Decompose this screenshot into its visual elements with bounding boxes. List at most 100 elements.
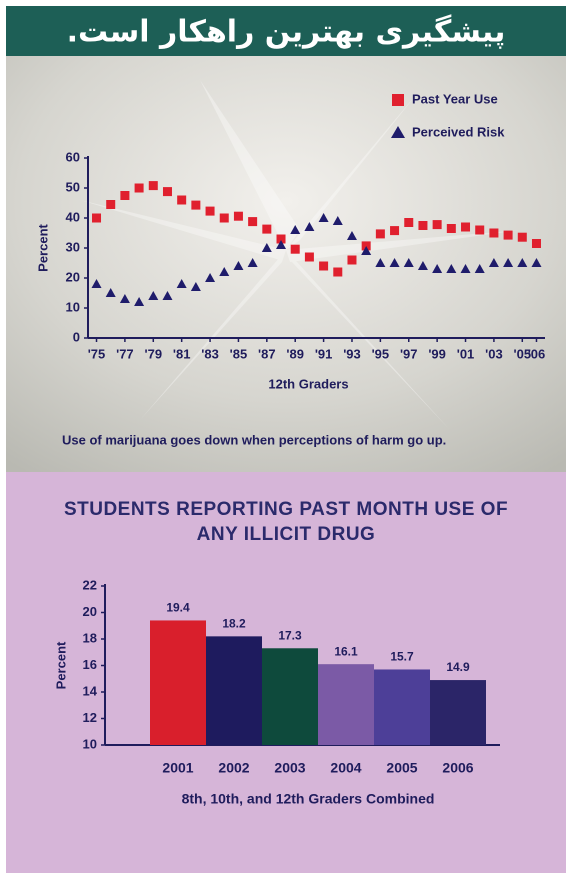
- legend-label: Past Year Use: [412, 91, 498, 106]
- square-marker: [531, 239, 541, 248]
- y-axis-label: Percent: [35, 223, 50, 271]
- square-marker: [375, 229, 385, 239]
- triangle-marker: [91, 279, 102, 288]
- y-tick-label: 10: [83, 736, 97, 751]
- square-marker: [219, 213, 229, 223]
- triangle-marker: [403, 258, 414, 267]
- triangle-marker: [134, 297, 145, 306]
- square-marker: [404, 218, 414, 227]
- value-label: 15.7: [390, 650, 414, 664]
- square-marker: [446, 224, 456, 233]
- square-marker: [304, 252, 314, 262]
- x-tick-label: '77: [116, 346, 134, 361]
- y-tick-label: 30: [66, 239, 80, 254]
- triangle-marker: [332, 216, 343, 225]
- y-tick-label: 60: [66, 149, 80, 164]
- bar: [374, 669, 430, 745]
- x-tick-label: '93: [343, 346, 361, 361]
- x-axis-label: 12th Graders: [268, 376, 348, 391]
- y-tick-label: 40: [66, 209, 80, 224]
- triangle-marker: [361, 246, 372, 255]
- triangle-marker: [460, 264, 471, 273]
- triangle-marker: [318, 213, 329, 222]
- bar-chart-title: STUDENTS REPORTING PAST MONTH USE OF ANY…: [63, 499, 509, 545]
- square-marker: [333, 267, 343, 277]
- legend-triangle: [391, 126, 405, 138]
- square-marker: [432, 220, 442, 230]
- value-label: 19.4: [166, 601, 190, 615]
- triangle-marker: [417, 261, 428, 270]
- triangle-marker: [162, 291, 173, 300]
- y-tick-label: 16: [83, 657, 97, 672]
- square-marker: [205, 206, 215, 216]
- square-marker: [162, 187, 172, 197]
- value-label: 18.2: [222, 617, 246, 631]
- x-tick-label: '87: [258, 346, 276, 361]
- legend-square: [392, 94, 404, 106]
- x-tick-label: '05: [514, 346, 532, 361]
- square-marker: [390, 226, 400, 236]
- triangle-marker: [474, 264, 485, 273]
- triangle-marker: [190, 282, 201, 291]
- x-tick-label: '75: [88, 346, 106, 361]
- triangle-marker: [375, 258, 386, 267]
- square-marker: [290, 244, 300, 254]
- bar: [206, 636, 262, 745]
- x-tick-label: 2003: [274, 760, 305, 776]
- y-tick-label: 18: [83, 630, 97, 645]
- x-tick-label: '01: [457, 346, 475, 361]
- bar: [318, 664, 374, 745]
- x-tick-label: 2005: [386, 760, 417, 776]
- value-label: 16.1: [334, 644, 358, 658]
- banner-title: پیشگیری بهترین راهکار است.: [67, 14, 506, 50]
- square-marker: [191, 200, 201, 210]
- triangle-marker: [488, 258, 499, 267]
- value-label: 14.9: [446, 660, 470, 674]
- square-marker: [106, 200, 116, 209]
- annotation: Use of marijuana goes down when percepti…: [62, 432, 446, 447]
- triangle-marker: [233, 261, 244, 270]
- triangle-marker: [247, 258, 258, 267]
- triangle-marker: [304, 222, 315, 231]
- x-tick-label: '91: [315, 346, 333, 361]
- y-axis-label: Percent: [53, 641, 68, 689]
- square-marker: [347, 255, 357, 265]
- square-marker: [319, 261, 329, 271]
- x-tick-label: '95: [372, 346, 390, 361]
- x-tick-label: 2001: [162, 760, 193, 776]
- y-tick-label: 20: [83, 604, 97, 619]
- triangle-marker: [432, 264, 443, 273]
- legend-label: Perceived Risk: [412, 124, 505, 139]
- triangle-marker: [531, 258, 542, 267]
- triangle-marker: [346, 231, 357, 240]
- triangle-marker: [276, 240, 287, 249]
- y-tick-label: 50: [66, 179, 80, 194]
- x-tick-label: '06: [528, 346, 546, 361]
- leaf-decoration: [80, 80, 520, 430]
- square-marker: [233, 211, 243, 221]
- square-marker: [489, 228, 499, 238]
- triangle-marker: [261, 243, 272, 252]
- banner: [6, 6, 566, 56]
- value-label: 17.3: [278, 628, 302, 642]
- y-tick-label: 14: [83, 683, 98, 698]
- x-tick-label: '97: [400, 346, 418, 361]
- square-marker: [517, 232, 527, 242]
- x-tick-label: 2004: [330, 760, 361, 776]
- triangle-marker: [119, 294, 130, 303]
- x-tick-label: '99: [428, 346, 446, 361]
- y-tick-label: 20: [66, 269, 80, 284]
- square-marker: [503, 230, 513, 240]
- square-marker: [148, 181, 158, 191]
- square-marker: [177, 195, 187, 205]
- triangle-marker: [176, 279, 187, 288]
- square-marker: [361, 241, 371, 251]
- triangle-marker: [290, 225, 301, 234]
- bar: [262, 648, 318, 745]
- triangle-marker: [446, 264, 457, 273]
- x-tick-label: 2006: [442, 760, 473, 776]
- x-tick-label: 2002: [218, 760, 249, 776]
- x-tick-label: '79: [145, 346, 163, 361]
- triangle-marker: [219, 267, 230, 276]
